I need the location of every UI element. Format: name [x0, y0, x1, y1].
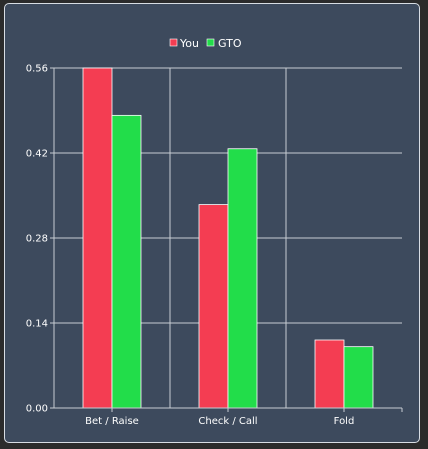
legend-swatch-gto	[206, 38, 215, 47]
y-tick-label-1: 0.14	[26, 319, 48, 330]
bar-gto-0	[111, 114, 142, 409]
y-tick-label-0: 0.00	[26, 404, 48, 415]
y-axis-ticks: 0.00 0.14 0.28 0.42 0.56	[26, 64, 48, 415]
bars	[82, 67, 374, 409]
bar-you-0	[82, 67, 113, 409]
y-tick-label-2: 0.28	[26, 234, 48, 245]
legend-swatch-you	[169, 38, 178, 47]
bar-you-2	[314, 339, 345, 409]
x-tick-label-1: Check / Call	[198, 416, 257, 427]
x-axis-ticks: Bet / Raise Check / Call Fold	[85, 416, 354, 427]
x-tick-label-0: Bet / Raise	[85, 416, 139, 427]
x-tick-label-2: Fold	[334, 416, 355, 427]
bar-gto-1	[227, 148, 258, 409]
bar-you-1	[198, 204, 229, 409]
legend: You GTO	[169, 37, 242, 50]
axes	[50, 67, 403, 412]
legend-label-you: You	[179, 37, 199, 50]
bar-gto-2	[343, 346, 374, 409]
legend-label-gto: GTO	[218, 37, 242, 50]
y-tick-label-4: 0.56	[26, 64, 48, 75]
y-tick-label-3: 0.42	[26, 149, 48, 160]
